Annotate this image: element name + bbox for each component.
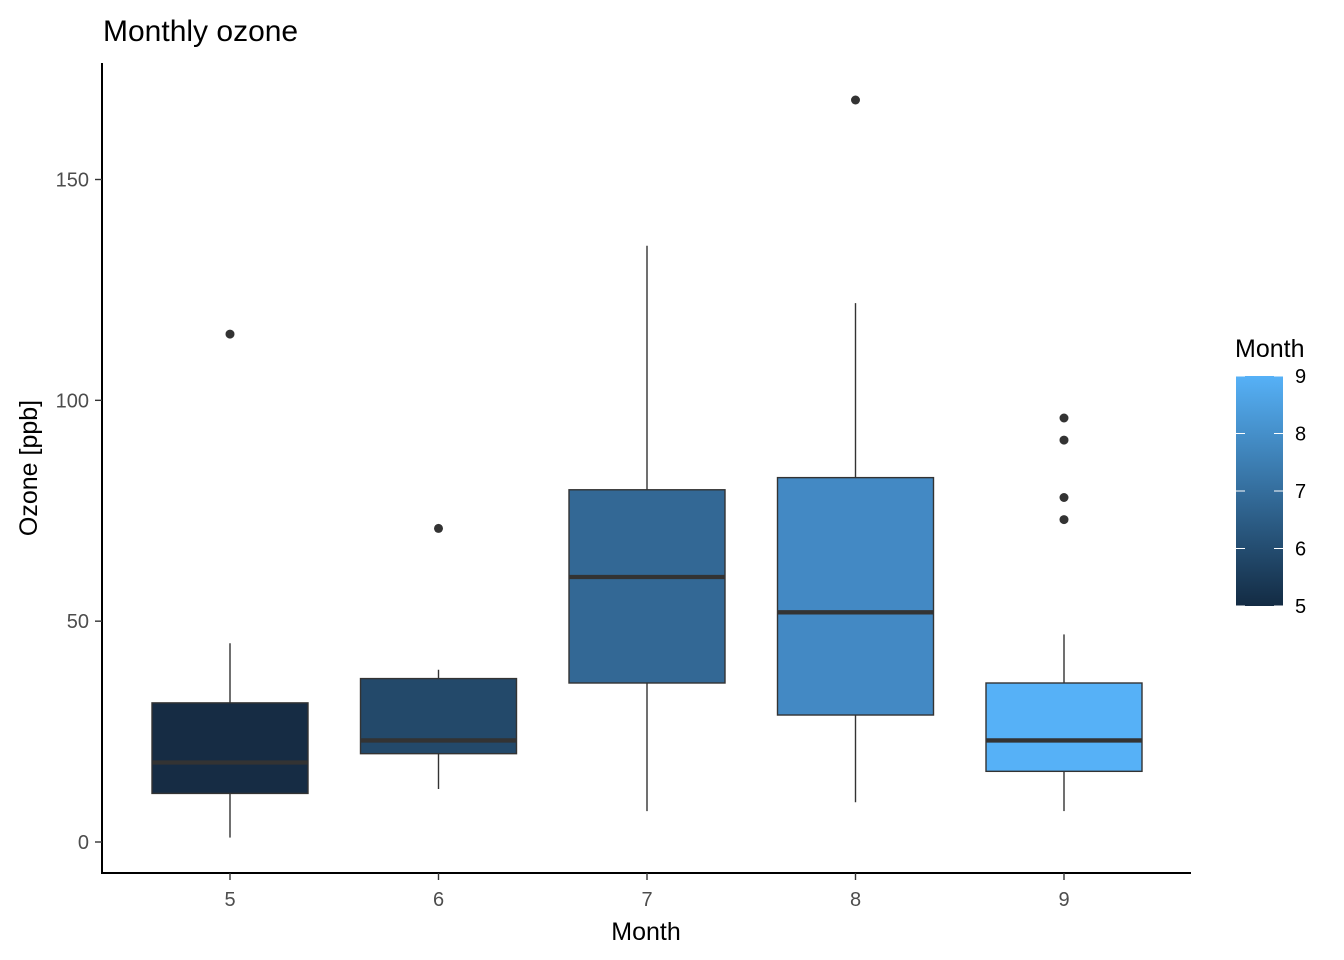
plot-area xyxy=(151,95,1143,838)
outlier-point xyxy=(225,329,235,339)
legend-label: 9 xyxy=(1295,366,1306,388)
legend-title: Month xyxy=(1235,335,1304,363)
outlier-point xyxy=(1059,413,1069,423)
legend-label: 7 xyxy=(1295,481,1306,503)
y-tick-label: 50 xyxy=(67,611,89,633)
outlier-point xyxy=(851,95,860,105)
y-axis: 0 50 100 150 xyxy=(56,170,102,854)
x-tick-label: 7 xyxy=(641,889,652,911)
legend: Month 9 8 7 6 5 xyxy=(1235,335,1306,618)
box-month-7 xyxy=(568,245,726,812)
y-axis-title: Ozone [ppb] xyxy=(15,400,43,536)
box-iqr xyxy=(151,702,309,795)
box-iqr xyxy=(568,489,726,684)
outlier-point xyxy=(1059,435,1069,445)
chart-title: Monthly ozone xyxy=(103,15,298,48)
legend-label: 5 xyxy=(1295,596,1306,618)
y-tick-label: 150 xyxy=(56,170,89,192)
box-month-9 xyxy=(985,413,1143,812)
legend-label: 6 xyxy=(1295,539,1306,561)
x-tick-label: 5 xyxy=(224,889,235,911)
box-iqr xyxy=(776,476,935,716)
outlier-point xyxy=(434,523,443,533)
outlier-point xyxy=(1059,515,1069,525)
box-month-5 xyxy=(151,329,309,838)
box-iqr xyxy=(985,682,1143,773)
outlier-point xyxy=(1059,493,1069,502)
x-axis: 5 6 7 8 9 xyxy=(224,873,1070,911)
x-tick-label: 8 xyxy=(850,889,861,911)
x-tick-label: 6 xyxy=(433,889,444,911)
x-tick-label: 9 xyxy=(1058,889,1069,911)
legend-label: 8 xyxy=(1295,424,1306,446)
y-tick-label: 0 xyxy=(78,832,89,854)
x-axis-title: Month xyxy=(611,918,680,946)
box-month-6 xyxy=(359,523,518,789)
y-tick-label: 100 xyxy=(56,390,89,412)
box-month-8 xyxy=(776,95,935,803)
